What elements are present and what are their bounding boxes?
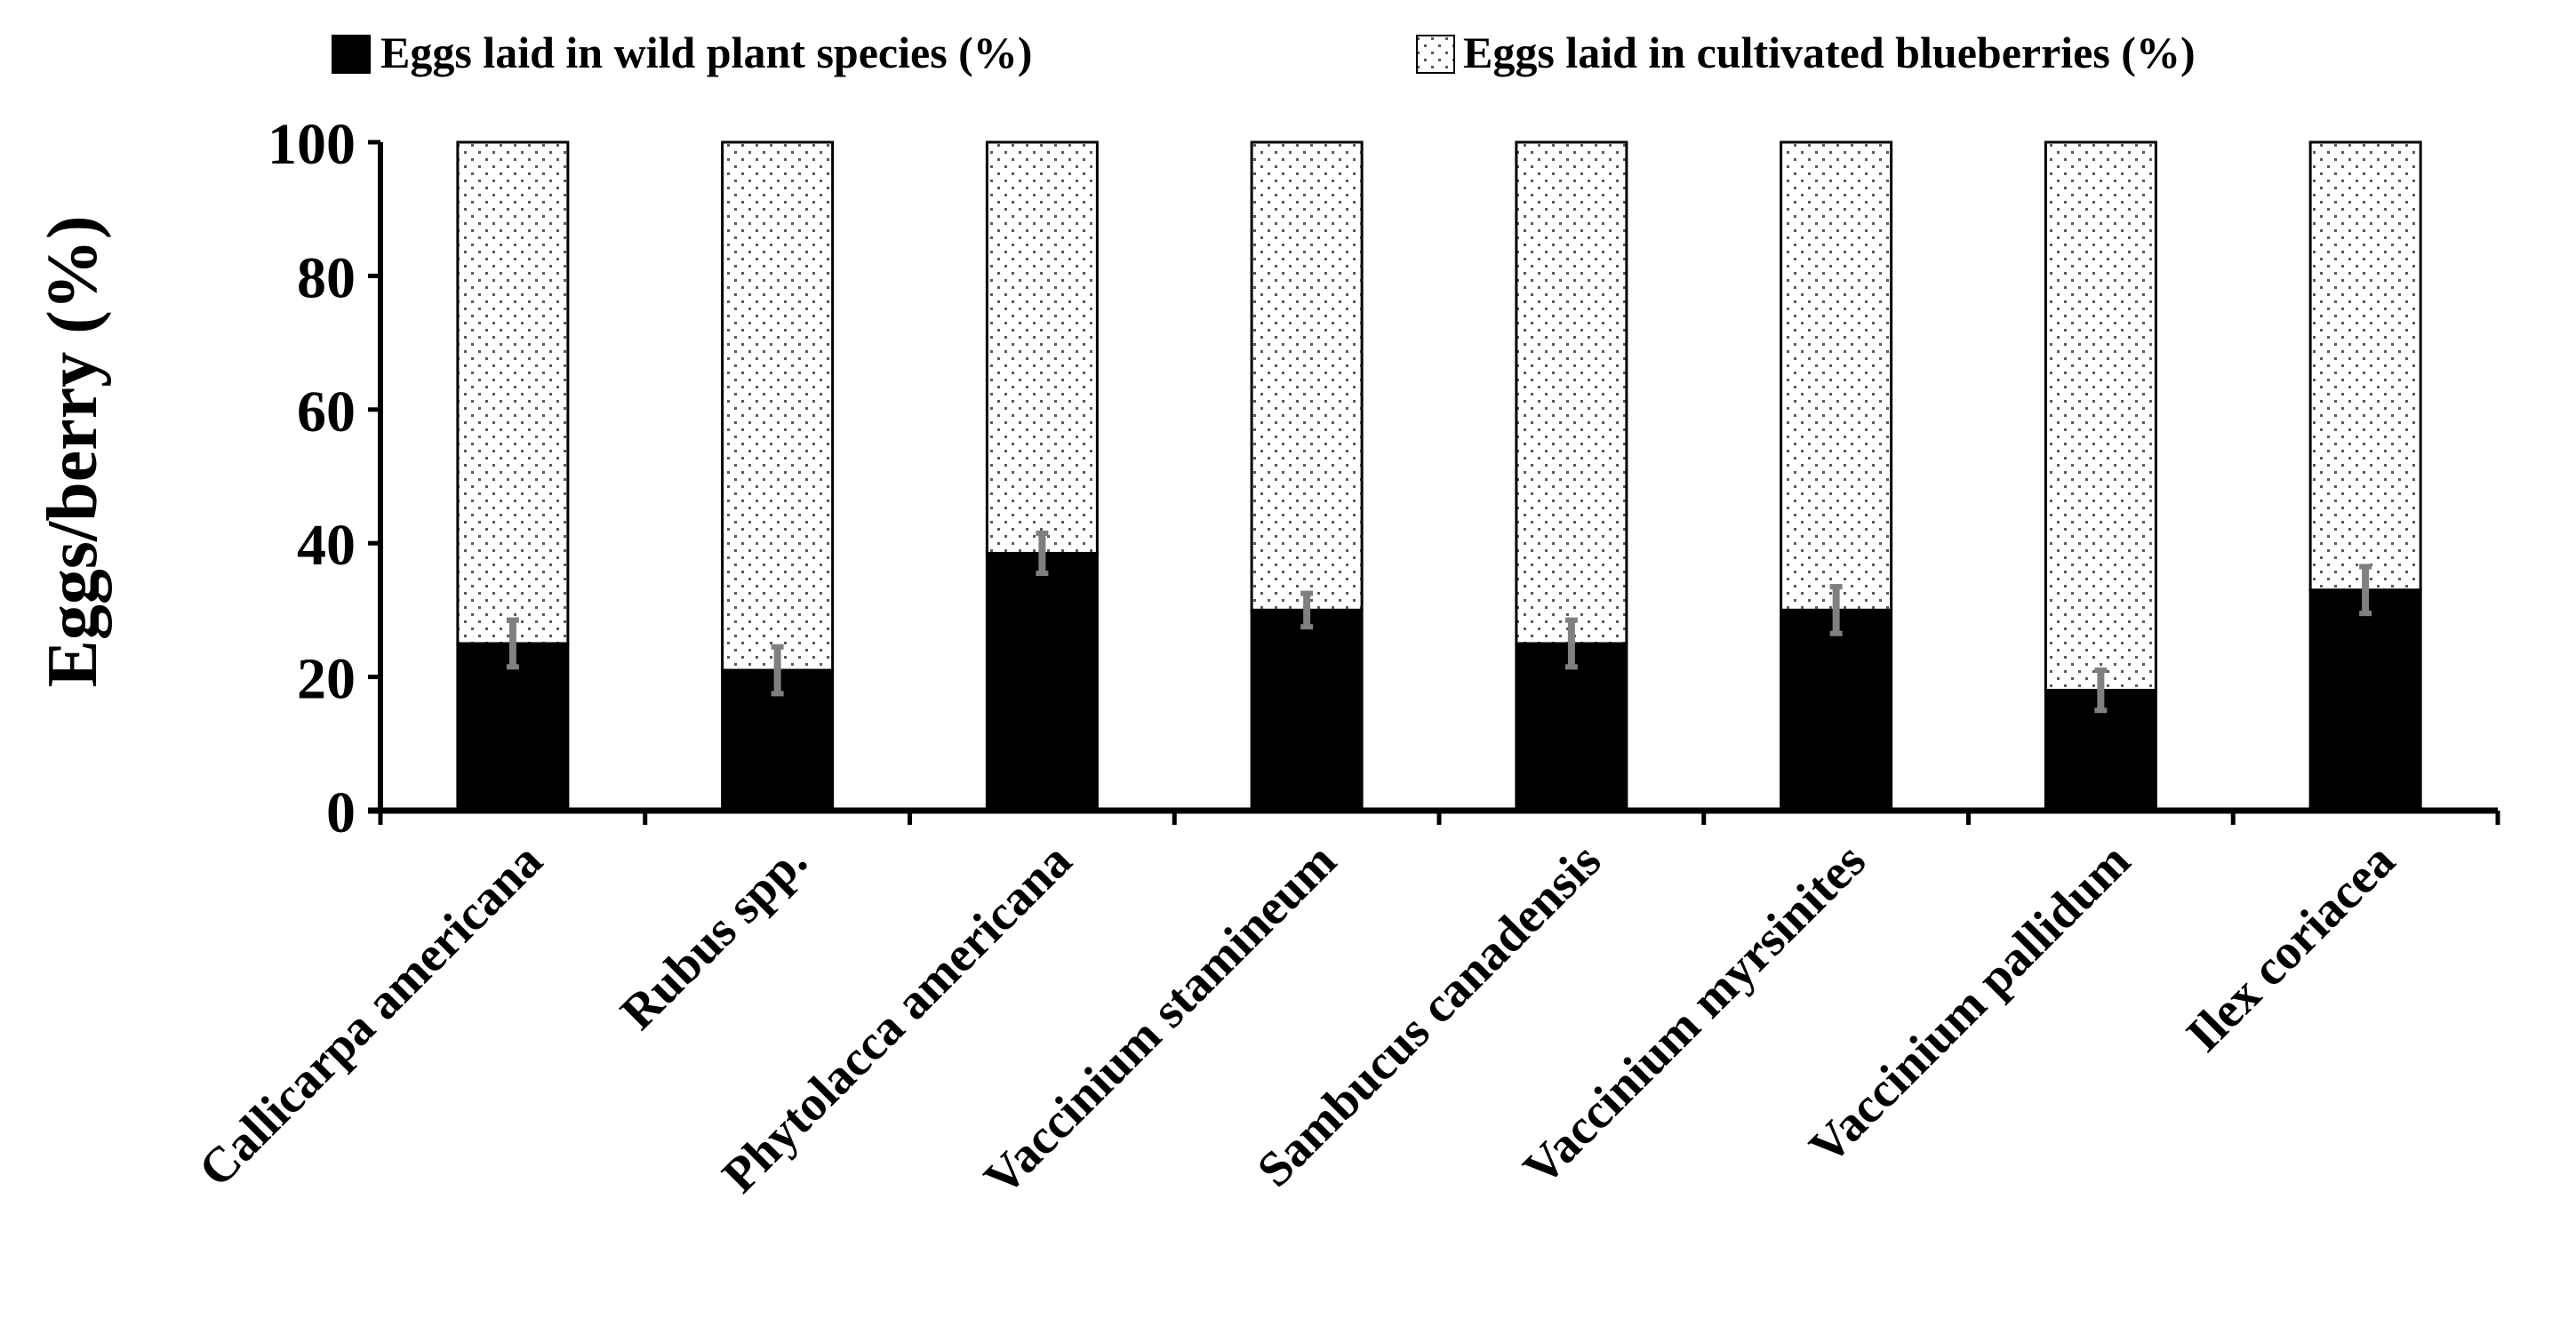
bar-cultivated-1 (721, 140, 835, 672)
plot-area: 0 20 40 60 80 100 Callicarpa americana Rubus sp… (188, 112, 2500, 1206)
bar-wild-7 (2308, 588, 2422, 812)
bar-cultivated-0 (456, 140, 570, 645)
y-axis-title: Eggs/berry (%) (34, 215, 112, 687)
y-tick-label-20: 20 (297, 647, 356, 712)
x-tick-label-1: Rubus spp. (611, 833, 818, 1040)
y-tick-label-0: 0 (326, 780, 356, 845)
bar-cultivated-7 (2308, 140, 2422, 592)
bar-cultivated-4 (1515, 140, 1628, 645)
legend-label-cultivated: Eggs laid in cultivated blueberries (%) (1463, 28, 2196, 77)
bar-wild-2 (985, 551, 1099, 812)
legend: Eggs laid in wild plant species (%) Eggs… (332, 28, 2196, 77)
bar-wild-5 (1780, 608, 1893, 812)
y-tick-label-100: 100 (268, 112, 356, 177)
bar-cultivated-2 (985, 140, 1099, 555)
bar-cultivated-6 (2044, 140, 2157, 692)
legend-item-cultivated: Eggs laid in cultivated blueberries (%) (1416, 28, 2196, 77)
legend-label-wild: Eggs laid in wild plant species (%) (380, 28, 1032, 77)
bar-wild-3 (1250, 608, 1364, 812)
x-tick-label-0: Callicarpa americana (188, 833, 553, 1197)
legend-item-wild: Eggs laid in wild plant species (%) (332, 28, 1032, 77)
x-tick-label-7: Ilex coriacea (2176, 833, 2405, 1062)
bar-cultivated-3 (1250, 140, 1364, 612)
bar-cultivated-5 (1780, 140, 1893, 612)
legend-swatch-cultivated (1416, 35, 1455, 74)
y-tick-label-80: 80 (297, 245, 356, 310)
y-tick-label-40: 40 (297, 513, 356, 578)
legend-swatch-wild (332, 35, 371, 74)
y-tick-label-60: 60 (297, 380, 356, 444)
